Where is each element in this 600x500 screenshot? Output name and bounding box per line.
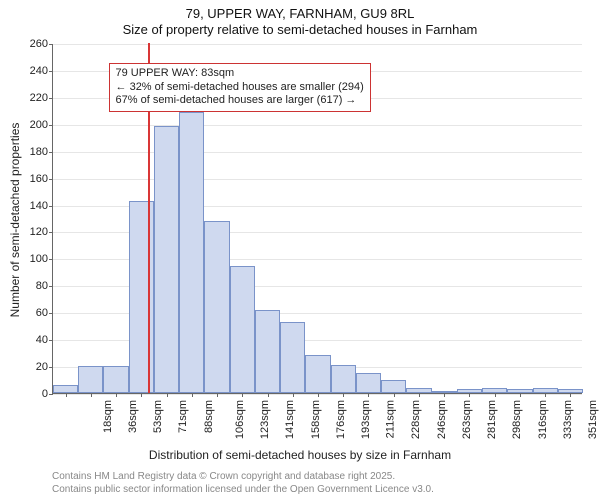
xtick-label: 263sqm [461, 400, 473, 439]
xtick-mark [318, 393, 319, 397]
histogram-bar [280, 322, 305, 393]
ytick-mark [49, 232, 53, 233]
ytick-label: 120 [8, 226, 48, 238]
xtick-mark [217, 393, 218, 397]
xtick-label: 106sqm [234, 400, 246, 439]
footer-line1: Contains HM Land Registry data © Crown c… [52, 471, 434, 484]
xtick-label: 211sqm [385, 400, 397, 438]
ytick-mark [49, 179, 53, 180]
xtick-mark [268, 393, 269, 397]
xtick-mark [242, 393, 243, 397]
histogram-bar [78, 366, 103, 393]
ytick-label: 260 [8, 38, 48, 50]
info-box-line2: ← 32% of semi-detached houses are smalle… [116, 81, 364, 95]
xtick-mark [419, 393, 420, 397]
ytick-mark [49, 125, 53, 126]
xtick-mark [570, 393, 571, 397]
ytick-label: 220 [8, 92, 48, 104]
histogram-bar [129, 201, 154, 394]
ytick-label: 100 [8, 253, 48, 265]
histogram-bar [255, 310, 280, 393]
ytick-label: 200 [8, 119, 48, 131]
ytick-label: 180 [8, 146, 48, 158]
xtick-label: 123sqm [259, 400, 271, 439]
xtick-label: 228sqm [411, 400, 423, 439]
xtick-label: 18sqm [102, 400, 114, 433]
xtick-mark [444, 393, 445, 397]
xtick-mark [192, 393, 193, 397]
xtick-mark [141, 393, 142, 397]
xtick-label: 281sqm [486, 400, 498, 439]
ytick-mark [49, 71, 53, 72]
histogram-bar [53, 385, 78, 393]
gridline [53, 179, 582, 180]
ytick-mark [49, 206, 53, 207]
chart-title-line1: 79, UPPER WAY, FARNHAM, GU9 8RL [0, 6, 600, 21]
xtick-mark [293, 393, 294, 397]
ytick-mark [49, 367, 53, 368]
xtick-mark [394, 393, 395, 397]
info-box-line3: 67% of semi-detached houses are larger (… [116, 94, 364, 108]
chart-title-line2: Size of property relative to semi-detach… [0, 22, 600, 37]
histogram-bar [179, 112, 204, 393]
ytick-mark [49, 313, 53, 314]
gridline [53, 152, 582, 153]
xtick-mark [91, 393, 92, 397]
histogram-bar [230, 266, 255, 393]
ytick-mark [49, 286, 53, 287]
ytick-label: 20 [8, 361, 48, 373]
xtick-label: 246sqm [436, 400, 448, 439]
ytick-mark [49, 259, 53, 260]
xtick-label: 351sqm [587, 400, 599, 439]
xtick-label: 53sqm [152, 400, 164, 433]
histogram-bar [154, 126, 179, 393]
gridline [53, 125, 582, 126]
info-box: 79 UPPER WAY: 83sqm← 32% of semi-detache… [109, 63, 371, 112]
xtick-label: 316sqm [537, 400, 549, 439]
xtick-label: 176sqm [335, 400, 347, 439]
xtick-label: 141sqm [284, 400, 296, 439]
plot-area: 79 UPPER WAY: 83sqm← 32% of semi-detache… [52, 44, 582, 394]
ytick-label: 60 [8, 307, 48, 319]
footer-line2: Contains public sector information licen… [52, 484, 434, 497]
ytick-label: 160 [8, 173, 48, 185]
xtick-label: 88sqm [203, 400, 215, 433]
histogram-bar [356, 373, 381, 393]
ytick-mark [49, 340, 53, 341]
xtick-mark [520, 393, 521, 397]
gridline [53, 44, 582, 45]
ytick-mark [49, 152, 53, 153]
histogram-chart: 79, UPPER WAY, FARNHAM, GU9 8RL Size of … [0, 0, 600, 500]
xtick-mark [495, 393, 496, 397]
histogram-bar [204, 221, 229, 393]
xtick-label: 71sqm [177, 400, 189, 433]
xtick-mark [469, 393, 470, 397]
chart-footer: Contains HM Land Registry data © Crown c… [52, 471, 434, 496]
xtick-label: 298sqm [512, 400, 524, 439]
ytick-label: 80 [8, 280, 48, 292]
x-axis-label: Distribution of semi-detached houses by … [0, 448, 600, 462]
histogram-bar [103, 366, 128, 393]
xtick-label: 333sqm [562, 400, 574, 439]
xtick-label: 158sqm [310, 400, 322, 439]
xtick-mark [368, 393, 369, 397]
histogram-bar [305, 355, 330, 393]
ytick-label: 0 [8, 388, 48, 400]
histogram-bar [331, 365, 356, 393]
xtick-mark [545, 393, 546, 397]
xtick-label: 193sqm [360, 400, 372, 439]
xtick-label: 36sqm [127, 400, 139, 433]
ytick-mark [49, 44, 53, 45]
ytick-mark [49, 98, 53, 99]
ytick-label: 140 [8, 200, 48, 212]
ytick-mark [49, 394, 53, 395]
histogram-bar [381, 380, 406, 393]
ytick-label: 240 [8, 65, 48, 77]
xtick-mark [66, 393, 67, 397]
info-box-line1: 79 UPPER WAY: 83sqm [116, 67, 364, 81]
xtick-mark [167, 393, 168, 397]
xtick-mark [343, 393, 344, 397]
xtick-mark [116, 393, 117, 397]
ytick-label: 40 [8, 334, 48, 346]
